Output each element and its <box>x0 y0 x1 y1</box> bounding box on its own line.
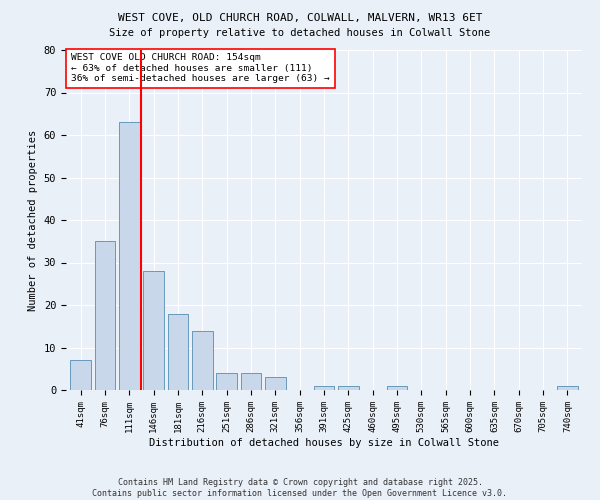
Y-axis label: Number of detached properties: Number of detached properties <box>28 130 38 310</box>
Bar <box>314 386 334 390</box>
Text: WEST COVE OLD CHURCH ROAD: 154sqm
← 63% of detached houses are smaller (111)
36%: WEST COVE OLD CHURCH ROAD: 154sqm ← 63% … <box>71 54 330 83</box>
Text: WEST COVE, OLD CHURCH ROAD, COLWALL, MALVERN, WR13 6ET: WEST COVE, OLD CHURCH ROAD, COLWALL, MAL… <box>118 12 482 22</box>
Bar <box>265 377 286 390</box>
Bar <box>241 373 262 390</box>
Bar <box>167 314 188 390</box>
Bar <box>557 386 578 390</box>
Text: Size of property relative to detached houses in Colwall Stone: Size of property relative to detached ho… <box>109 28 491 38</box>
Bar <box>119 122 140 390</box>
Bar <box>70 360 91 390</box>
Bar <box>338 386 359 390</box>
Bar <box>216 373 237 390</box>
Bar <box>386 386 407 390</box>
Bar <box>192 330 212 390</box>
Bar <box>143 271 164 390</box>
Bar <box>95 242 115 390</box>
Text: Contains HM Land Registry data © Crown copyright and database right 2025.
Contai: Contains HM Land Registry data © Crown c… <box>92 478 508 498</box>
X-axis label: Distribution of detached houses by size in Colwall Stone: Distribution of detached houses by size … <box>149 438 499 448</box>
